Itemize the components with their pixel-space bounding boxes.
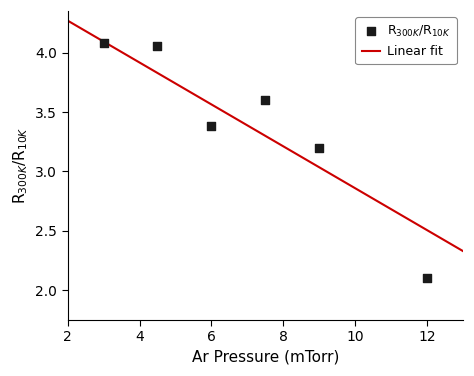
R$_{300K}$/R$_{10K}$	[423, 275, 431, 281]
X-axis label: Ar Pressure (mTorr): Ar Pressure (mTorr)	[191, 350, 339, 365]
R$_{300K}$/R$_{10K}$	[208, 123, 215, 129]
R$_{300K}$/R$_{10K}$	[262, 97, 269, 103]
R$_{300K}$/R$_{10K}$	[315, 145, 323, 151]
R$_{300K}$/R$_{10K}$	[154, 42, 161, 49]
R$_{300K}$/R$_{10K}$	[100, 40, 108, 46]
Y-axis label: R$_{300K}$/R$_{10K}$: R$_{300K}$/R$_{10K}$	[11, 127, 30, 204]
Legend: R$_{300K}$/R$_{10K}$, Linear fit: R$_{300K}$/R$_{10K}$, Linear fit	[356, 17, 456, 64]
